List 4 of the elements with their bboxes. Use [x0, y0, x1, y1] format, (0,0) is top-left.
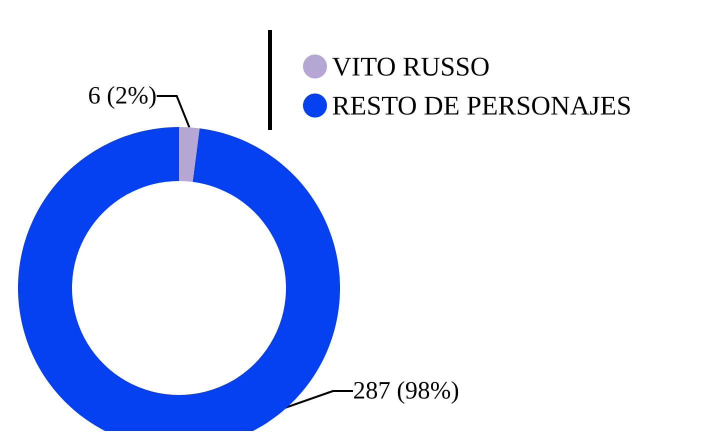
- legend-label: RESTO DE PERSONAJES: [332, 90, 632, 120]
- legend-label: VITO RUSSO: [332, 52, 490, 82]
- data-label: 287 (98%): [353, 378, 460, 404]
- data-label: 6 (2%): [88, 82, 157, 110]
